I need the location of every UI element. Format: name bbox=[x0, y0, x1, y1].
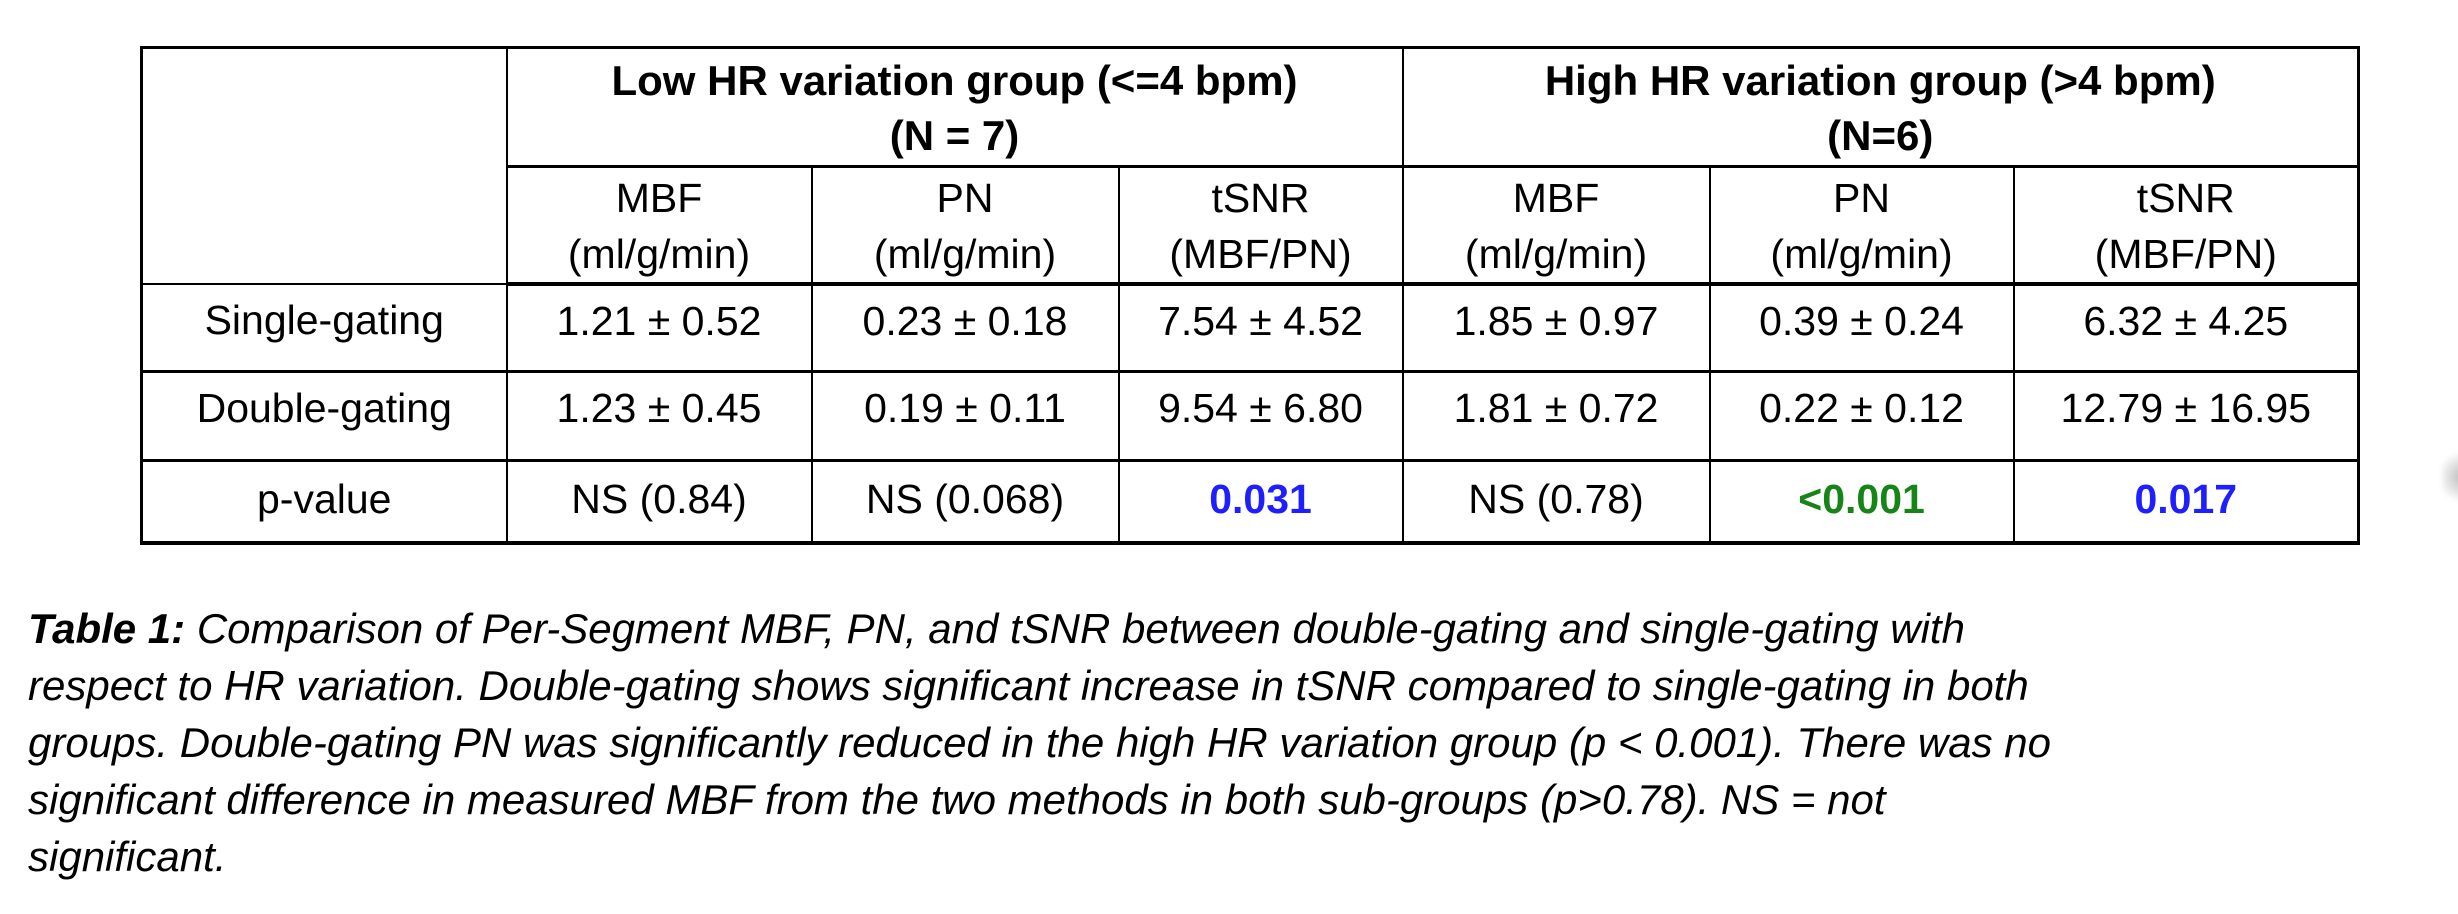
caption-line-5: significant. bbox=[28, 833, 227, 880]
metric-unit: (MBF/PN) bbox=[2094, 231, 2277, 277]
cell-p-tsnr-high: 0.017 bbox=[2012, 459, 2360, 545]
cell-single-mbf-low: 1.21 ± 0.52 bbox=[505, 283, 813, 373]
metric-name: tSNR bbox=[2136, 175, 2235, 221]
caption-line-1-text: Comparison of Per-Segment MBF, PN, and t… bbox=[185, 605, 1965, 652]
group-header-row: Low HR variation group (<=4 bpm) (N = 7)… bbox=[140, 46, 2360, 285]
metric-unit: (ml/g/min) bbox=[873, 231, 1057, 277]
metric-unit: (ml/g/min) bbox=[1770, 231, 1953, 277]
cell-single-tsnr-low: 7.54 ± 4.52 bbox=[1117, 283, 1404, 373]
table-row-p-value: p-value NS (0.84) NS (0.068) 0.031 NS (0… bbox=[140, 459, 2360, 545]
caption-line-1: Table 1: Comparison of Per-Segment MBF, … bbox=[28, 600, 2448, 657]
row-label-double-gating: Double-gating bbox=[140, 370, 508, 462]
results-table-container: Low HR variation group (<=4 bpm) (N = 7)… bbox=[140, 46, 2361, 545]
metric-name: PN bbox=[936, 175, 994, 221]
cell-double-pn-low: 0.19 ± 0.11 bbox=[810, 370, 1120, 462]
table-caption: Table 1: Comparison of Per-Segment MBF, … bbox=[28, 600, 2448, 885]
metric-name: tSNR bbox=[1211, 175, 1310, 221]
results-table: Low HR variation group (<=4 bpm) (N = 7)… bbox=[140, 46, 2361, 545]
col-header-mbf-low: MBF (ml/g/min) bbox=[505, 165, 813, 286]
metric-name: MBF bbox=[615, 175, 703, 221]
metric-unit: (ml/g/min) bbox=[1464, 231, 1648, 277]
table-row-single-gating: Single-gating 1.21 ± 0.52 0.23 ± 0.18 7.… bbox=[140, 283, 2360, 373]
col-header-mbf-high: MBF (ml/g/min) bbox=[1401, 165, 1711, 286]
row-label-single-gating: Single-gating bbox=[140, 283, 508, 373]
group-title-high: High HR variation group (>4 bpm) bbox=[1544, 57, 2216, 104]
metric-name: MBF bbox=[1512, 175, 1600, 221]
caption-line-2: respect to HR variation. Double-gating s… bbox=[28, 662, 2029, 709]
cell-single-pn-high: 0.39 ± 0.24 bbox=[1708, 283, 2015, 373]
table-row-double-gating: Double-gating 1.23 ± 0.45 0.19 ± 0.11 9.… bbox=[140, 370, 2360, 462]
row-label-p-value: p-value bbox=[140, 459, 508, 545]
cell-double-pn-high: 0.22 ± 0.12 bbox=[1708, 370, 2015, 462]
col-header-pn-low: PN (ml/g/min) bbox=[810, 165, 1120, 286]
screen-edge-artifact bbox=[2442, 448, 2458, 506]
group-header-high-hr: High HR variation group (>4 bpm) (N=6) bbox=[1401, 46, 2360, 168]
cell-p-mbf-high: NS (0.78) bbox=[1401, 459, 1711, 545]
col-header-tsnr-high: tSNR (MBF/PN) bbox=[2012, 165, 2360, 286]
cell-single-tsnr-high: 6.32 ± 4.25 bbox=[2012, 283, 2360, 373]
cell-p-mbf-low: NS (0.84) bbox=[505, 459, 813, 545]
caption-line-3: groups. Double-gating PN was significant… bbox=[28, 719, 2051, 766]
col-header-tsnr-low: tSNR (MBF/PN) bbox=[1117, 165, 1404, 286]
group-subtitle-low: (N = 7) bbox=[889, 112, 1020, 159]
group-header-low-hr: Low HR variation group (<=4 bpm) (N = 7) bbox=[505, 46, 1404, 168]
caption-line-4: significant difference in measured MBF f… bbox=[28, 776, 1886, 823]
cell-double-mbf-high: 1.81 ± 0.72 bbox=[1401, 370, 1711, 462]
group-title-low: Low HR variation group (<=4 bpm) bbox=[611, 57, 1298, 104]
group-subtitle-high: (N=6) bbox=[1827, 112, 1934, 159]
cell-single-mbf-high: 1.85 ± 0.97 bbox=[1401, 283, 1711, 373]
cell-p-tsnr-low: 0.031 bbox=[1117, 459, 1404, 545]
corner-cell bbox=[140, 46, 508, 285]
caption-label: Table 1: bbox=[28, 605, 186, 652]
metric-header-row: MBF (ml/g/min) PN (ml/g/min) tSNR (MBF/P… bbox=[142, 165, 2360, 286]
cell-p-pn-low: NS (0.068) bbox=[810, 459, 1120, 545]
cell-single-pn-low: 0.23 ± 0.18 bbox=[810, 283, 1120, 373]
cell-p-pn-high: <0.001 bbox=[1708, 459, 2015, 545]
metric-name: PN bbox=[1833, 175, 1891, 221]
metric-unit: (MBF/PN) bbox=[1169, 231, 1352, 277]
cell-double-tsnr-high: 12.79 ± 16.95 bbox=[2012, 370, 2360, 462]
cell-double-tsnr-low: 9.54 ± 6.80 bbox=[1117, 370, 1404, 462]
metric-unit: (ml/g/min) bbox=[567, 231, 751, 277]
cell-double-mbf-low: 1.23 ± 0.45 bbox=[505, 370, 813, 462]
col-header-pn-high: PN (ml/g/min) bbox=[1708, 165, 2015, 286]
